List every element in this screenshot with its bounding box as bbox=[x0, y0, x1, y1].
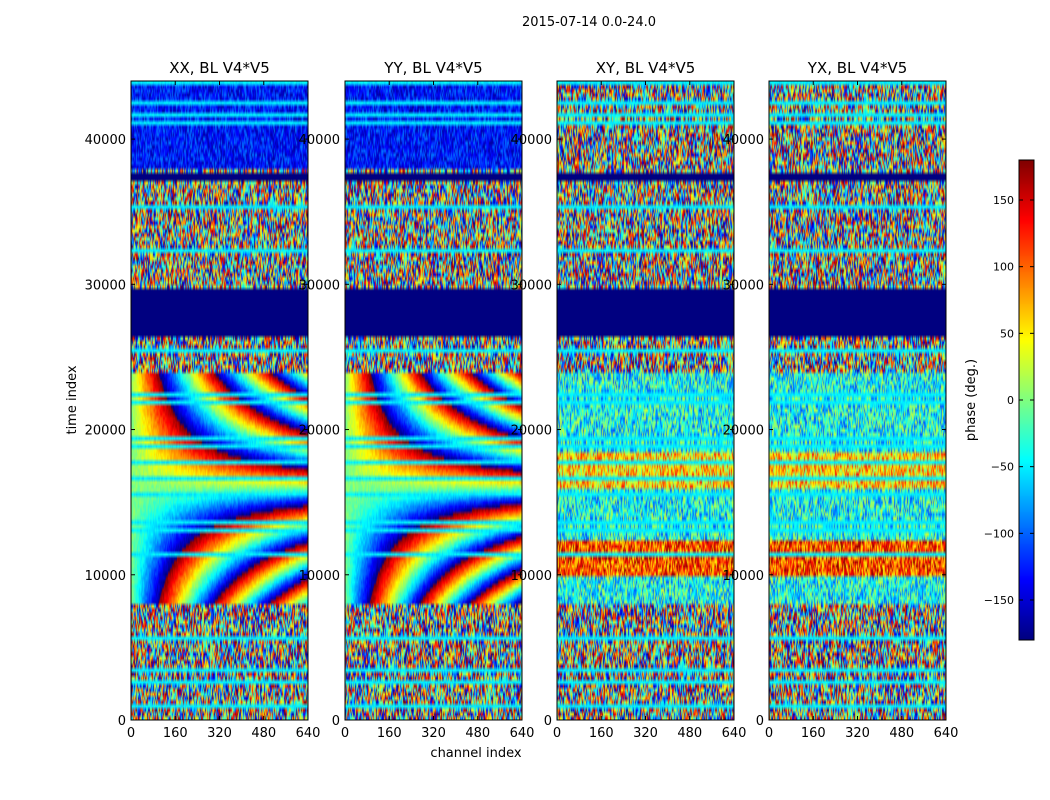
x-tick-label: 480 bbox=[465, 726, 490, 741]
x-tick-label: 480 bbox=[677, 726, 702, 741]
heatmap-image bbox=[131, 81, 308, 720]
y-tick-label: 40000 bbox=[723, 133, 764, 148]
x-tick-label: 320 bbox=[633, 726, 658, 741]
colorbar-tick-label: 50 bbox=[1000, 327, 1014, 340]
y-tick-label: 40000 bbox=[511, 133, 552, 148]
panel-title: YX, BL V4*V5 bbox=[807, 59, 908, 77]
heatmap-image bbox=[557, 81, 734, 720]
x-tick-label: 320 bbox=[421, 726, 446, 741]
figure-title: 2015-07-14 0.0-24.0 bbox=[522, 15, 656, 30]
y-tick-label: 40000 bbox=[299, 133, 340, 148]
x-tick-label: 640 bbox=[722, 726, 747, 741]
heatmap-image bbox=[345, 81, 522, 720]
y-tick-label: 20000 bbox=[511, 424, 552, 439]
panel-title: XX, BL V4*V5 bbox=[169, 59, 270, 77]
x-tick-label: 480 bbox=[251, 726, 276, 741]
panels: XX, BL V4*V5 0 160 320 480 640 0 10000 20000 3000… bbox=[85, 59, 959, 741]
x-tick-label: 640 bbox=[510, 726, 535, 741]
x-tick-label: 480 bbox=[889, 726, 914, 741]
panel-3: XY, BL V4*V5 0 160 320 480 640 0 10000 20000 3000… bbox=[511, 59, 747, 741]
colorbar-tick-label: −100 bbox=[984, 527, 1014, 540]
panel-1: XX, BL V4*V5 0 160 320 480 640 0 10000 20000 3000… bbox=[85, 59, 321, 741]
colorbar-tick-label: 0 bbox=[1007, 394, 1014, 407]
x-tick-label: 0 bbox=[765, 726, 773, 741]
y-tick-label: 30000 bbox=[85, 278, 126, 293]
panel-4: YX, BL V4*V5 0 160 320 480 640 0 10000 20000 3000… bbox=[723, 59, 959, 741]
x-tick-label: 320 bbox=[207, 726, 232, 741]
y-tick-label: 0 bbox=[332, 714, 340, 729]
x-tick-label: 160 bbox=[801, 726, 826, 741]
y-tick-label: 10000 bbox=[511, 569, 552, 584]
colorbar-tick-label: 100 bbox=[993, 261, 1014, 274]
heatmap-image bbox=[769, 81, 946, 720]
y-tick-label: 10000 bbox=[299, 569, 340, 584]
panel-title: XY, BL V4*V5 bbox=[596, 59, 696, 77]
x-tick-label: 160 bbox=[377, 726, 402, 741]
x-tick-label: 0 bbox=[127, 726, 135, 741]
y-tick-label: 10000 bbox=[85, 569, 126, 584]
y-tick-label: 40000 bbox=[85, 133, 126, 148]
colorbar-tick-label: 150 bbox=[993, 194, 1014, 207]
colorbar-label: phase (deg.) bbox=[964, 359, 979, 441]
x-tick-label: 160 bbox=[163, 726, 188, 741]
colorbar-gradient bbox=[1019, 160, 1034, 640]
x-tick-label: 640 bbox=[934, 726, 959, 741]
colorbar-tick-label: −150 bbox=[984, 594, 1014, 607]
y-axis-label: time index bbox=[65, 365, 80, 434]
colorbar-tick-label: −50 bbox=[991, 461, 1014, 474]
panel-title: YY, BL V4*V5 bbox=[383, 59, 482, 77]
x-tick-label: 640 bbox=[296, 726, 321, 741]
y-tick-label: 10000 bbox=[723, 569, 764, 584]
x-axis-label: channel index bbox=[430, 746, 521, 761]
y-tick-label: 20000 bbox=[299, 424, 340, 439]
y-tick-label: 0 bbox=[118, 714, 126, 729]
x-tick-label: 160 bbox=[589, 726, 614, 741]
y-tick-label: 30000 bbox=[299, 278, 340, 293]
y-tick-label: 0 bbox=[544, 714, 552, 729]
y-tick-label: 30000 bbox=[723, 278, 764, 293]
y-tick-label: 20000 bbox=[85, 424, 126, 439]
y-tick-label: 30000 bbox=[511, 278, 552, 293]
y-tick-label: 0 bbox=[756, 714, 764, 729]
colorbar: 150 100 50 0 −50 −100 −150 phase (deg.) bbox=[964, 159, 1035, 641]
y-tick-label: 20000 bbox=[723, 424, 764, 439]
x-tick-label: 320 bbox=[845, 726, 870, 741]
x-tick-label: 0 bbox=[341, 726, 349, 741]
x-tick-label: 0 bbox=[553, 726, 561, 741]
panel-2: YY, BL V4*V5 0 160 320 480 640 0 10000 20000 3000… bbox=[299, 59, 535, 741]
